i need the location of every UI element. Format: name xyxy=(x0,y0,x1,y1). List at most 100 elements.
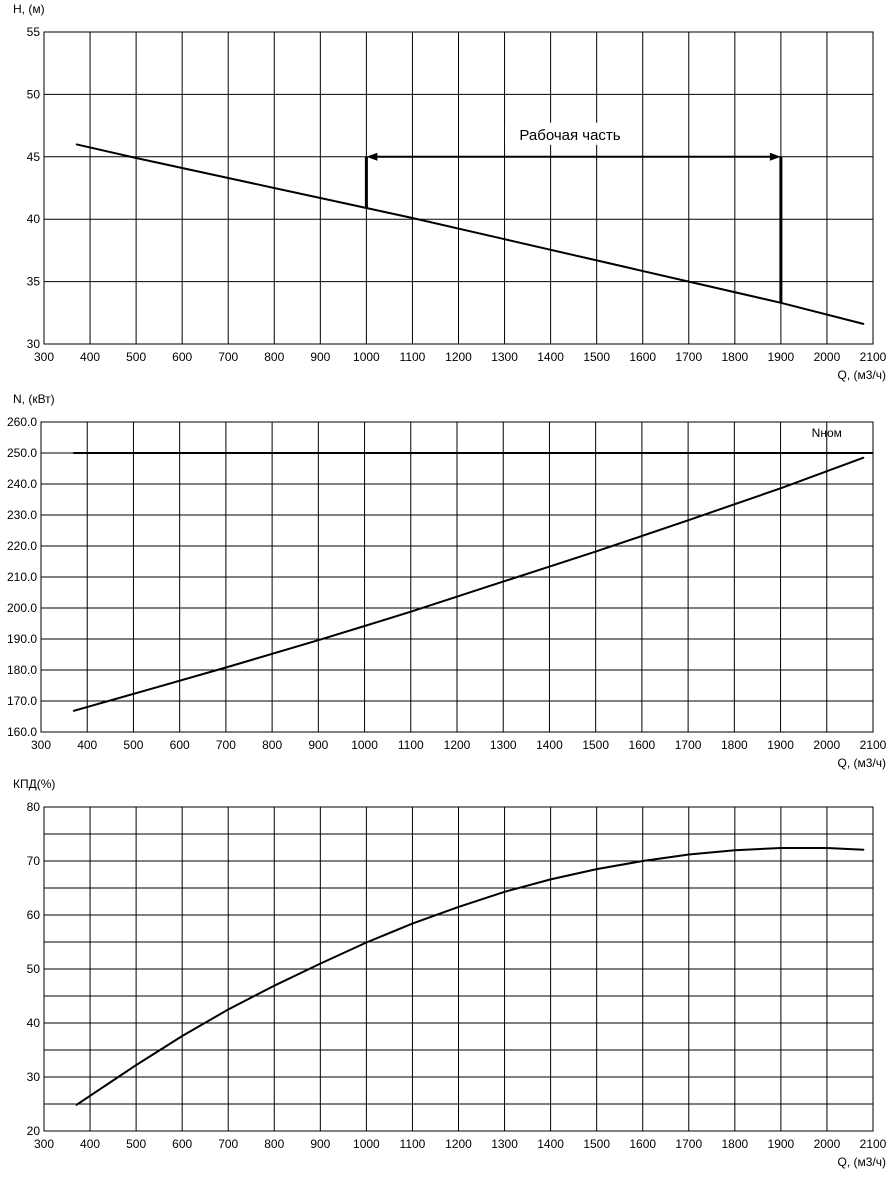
x-tick-label: 1700 xyxy=(675,350,702,364)
x-tick-label: 2100 xyxy=(860,350,887,364)
y-axis-label: КПД(%) xyxy=(13,777,55,791)
y-tick-label: 180.0 xyxy=(7,663,37,677)
data-point xyxy=(365,207,367,209)
x-tick-label: 700 xyxy=(218,1137,238,1151)
y-axis-label: H, (м) xyxy=(13,2,45,16)
x-tick-label: 2000 xyxy=(814,1137,841,1151)
power-chart: 300 400 500 600 700 800 900 1000 1100 1200 1300 140… xyxy=(7,392,887,770)
x-tick-label: 600 xyxy=(172,1137,192,1151)
y-tick-label: 250.0 xyxy=(7,446,37,460)
plot-frame xyxy=(43,806,874,1132)
x-tick-label: 1900 xyxy=(767,738,794,752)
data-point xyxy=(411,923,414,925)
x-tick-label: 900 xyxy=(310,1137,330,1151)
x-tick-label: 600 xyxy=(170,738,190,752)
x-tick-label: 2100 xyxy=(860,738,887,752)
data-point xyxy=(863,849,865,851)
data-point xyxy=(227,1008,229,1011)
data-point xyxy=(410,611,412,613)
data-point xyxy=(135,1064,137,1066)
data-point xyxy=(75,1104,77,1106)
data-point xyxy=(181,1035,183,1037)
efficiency-chart: 300 400 500 600 700 800 900 1000 1100 1200 1300 140… xyxy=(13,777,887,1169)
nominal-power-label: Nном xyxy=(812,426,842,440)
x-tick-label: 1100 xyxy=(400,1137,426,1151)
data-point xyxy=(75,143,77,145)
y-tick-label: 45 xyxy=(27,150,41,164)
data-point xyxy=(457,906,460,908)
data-point xyxy=(688,853,690,856)
x-tick-label: 1300 xyxy=(491,1137,518,1151)
data-point xyxy=(688,281,690,283)
y-tick-label: 50 xyxy=(27,87,41,101)
y-tick-label: 190.0 xyxy=(7,632,37,646)
data-point xyxy=(319,963,321,965)
x-tick-label: 800 xyxy=(264,1137,284,1151)
power-curve xyxy=(73,456,865,712)
y-tick-label: 160.0 xyxy=(7,725,37,739)
x-tick-label: 900 xyxy=(310,350,330,364)
y-tick-label: 80 xyxy=(27,800,41,814)
working-range-label: Рабочая часть xyxy=(519,127,620,144)
x-tick-label: 1100 xyxy=(400,350,426,364)
x-tick-label: 500 xyxy=(126,350,146,364)
x-tick-label: 1200 xyxy=(445,1137,472,1151)
x-tick-label: 1000 xyxy=(351,738,378,752)
x-tick-label: 300 xyxy=(34,1137,54,1151)
data-point xyxy=(72,710,74,712)
y-tick-label: 60 xyxy=(27,908,41,922)
x-axis-label: Q, (м3/ч) xyxy=(837,368,886,382)
y-tick-label: 40 xyxy=(27,1016,41,1030)
x-tick-label: 1000 xyxy=(353,1137,380,1151)
data-point xyxy=(502,581,504,583)
x-tick-label: 1400 xyxy=(536,738,563,752)
x-tick-label: 2100 xyxy=(860,1137,887,1151)
x-tick-label: 400 xyxy=(80,350,100,364)
x-tick-label: 1800 xyxy=(721,1137,748,1151)
data-point xyxy=(503,891,506,893)
y-tick-label: 50 xyxy=(27,962,41,976)
head-chart: 300 400 500 600 700 800 900 1000 1100 1200 1300 140… xyxy=(13,2,887,382)
data-point xyxy=(596,259,598,261)
x-tick-label: 1400 xyxy=(537,1137,564,1151)
y-tick-label: 55 xyxy=(27,25,41,39)
data-point xyxy=(826,847,828,849)
data-point xyxy=(687,519,689,521)
x-tick-label: 600 xyxy=(172,350,192,364)
x-tick-label: 1200 xyxy=(444,738,471,752)
x-tick-label: 1800 xyxy=(721,350,748,364)
y-tick-label: 240.0 xyxy=(7,477,37,491)
plot-frame xyxy=(40,421,874,733)
data-point xyxy=(780,847,782,849)
y-tick-label: 200.0 xyxy=(7,601,37,615)
y-tick-label: 260.0 xyxy=(7,415,37,429)
data-point xyxy=(317,639,319,641)
data-point xyxy=(863,457,865,459)
x-tick-label: 1200 xyxy=(445,350,472,364)
y-tick-label: 220.0 xyxy=(7,539,37,553)
data-point xyxy=(365,941,367,944)
data-point xyxy=(780,302,782,304)
efficiency-curve xyxy=(75,847,864,1106)
data-point xyxy=(132,693,135,695)
x-tick-label: 1300 xyxy=(491,350,518,364)
y-tick-label: 230.0 xyxy=(7,508,37,522)
x-axis-label: Q, (м3/ч) xyxy=(837,756,886,770)
y-axis-label: N, (кВт) xyxy=(13,392,55,406)
x-tick-label: 400 xyxy=(77,738,97,752)
data-point xyxy=(550,878,552,880)
data-point xyxy=(135,157,137,159)
x-tick-label: 1300 xyxy=(490,738,517,752)
data-point xyxy=(319,197,321,199)
x-tick-label: 500 xyxy=(123,738,143,752)
x-tick-label: 1700 xyxy=(675,738,702,752)
head-curve xyxy=(75,143,865,325)
x-tick-label: 1100 xyxy=(398,738,424,752)
x-tick-label: 1700 xyxy=(675,1137,702,1151)
x-tick-label: 1600 xyxy=(629,738,656,752)
x-tick-label: 2000 xyxy=(814,350,841,364)
arrow-right-head xyxy=(769,152,781,161)
y-tick-label: 35 xyxy=(27,275,41,289)
x-tick-label: 800 xyxy=(262,738,282,752)
